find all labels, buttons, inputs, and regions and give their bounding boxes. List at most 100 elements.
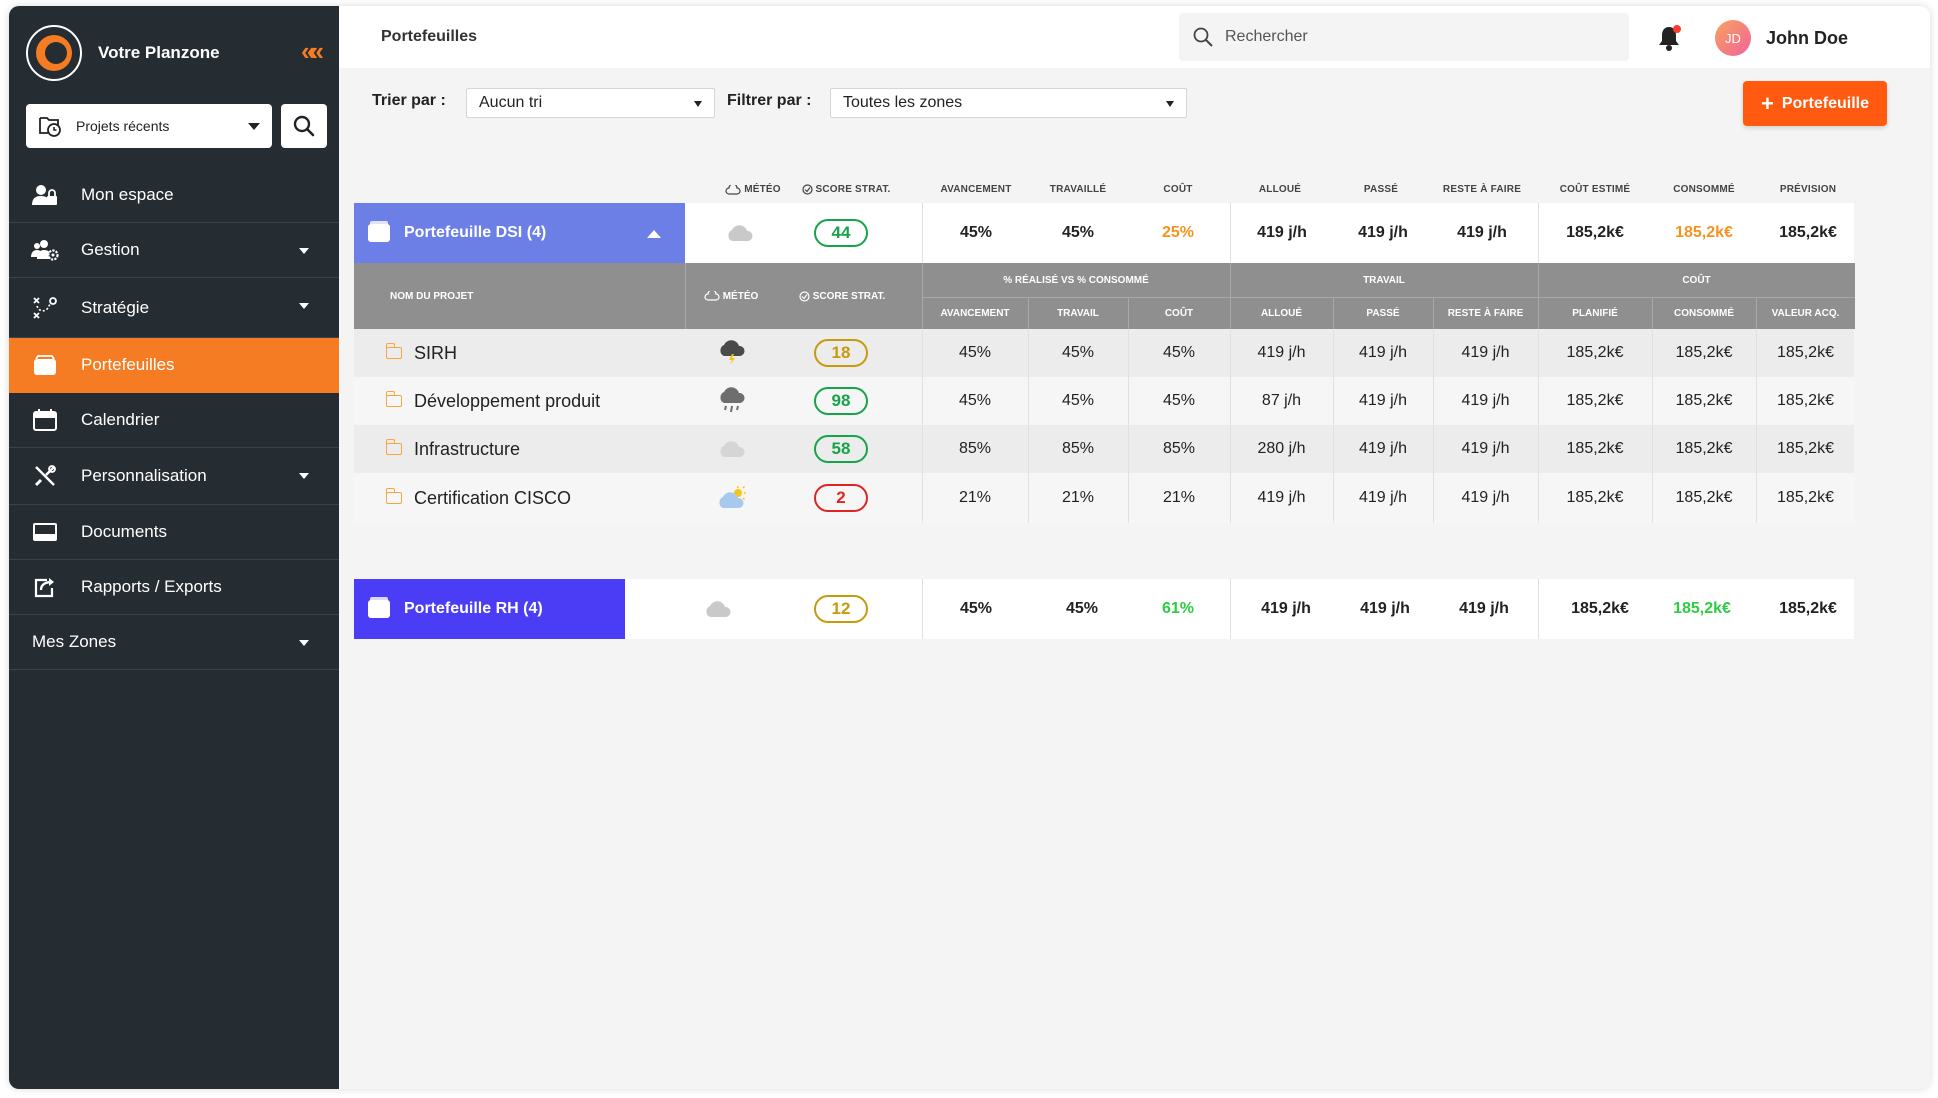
calendar-icon bbox=[31, 408, 59, 432]
target-icon bbox=[799, 290, 810, 302]
sidebar: Votre Planzone «« Projets récents bbox=[9, 6, 339, 1089]
search-box[interactable] bbox=[1179, 13, 1629, 61]
col-score-label: Score strat. bbox=[815, 184, 891, 195]
chevron-up-icon[interactable] bbox=[647, 230, 661, 238]
project-row[interactable]: SIRH 18 45% 45% 45% 419 j/h 419 j/h 419 … bbox=[354, 329, 1854, 377]
travaille-value: 45% bbox=[1061, 224, 1095, 241]
reste-value: 419 j/h bbox=[1457, 224, 1507, 241]
sidebar-item-label: Stratégie bbox=[81, 297, 150, 317]
sub-col-travail[interactable]: Travail bbox=[1057, 307, 1099, 319]
weather-cell bbox=[700, 203, 780, 263]
sidebar-item-mon-espace[interactable]: Mon espace bbox=[9, 168, 339, 223]
portfolio-row[interactable]: Portefeuille DSI (4) 44 45% 45% 25% 419 … bbox=[354, 203, 1854, 263]
sub-col-alloue[interactable]: Alloué bbox=[1260, 307, 1303, 319]
cout-estime-value: 185,2k€ bbox=[1571, 600, 1629, 617]
add-portfolio-button[interactable]: + Portefeuille bbox=[1743, 81, 1887, 126]
reste-value: 419 j/h bbox=[1461, 344, 1510, 361]
weather-cell bbox=[692, 377, 772, 425]
score-cell: 18 bbox=[786, 329, 896, 377]
search-input[interactable] bbox=[1225, 28, 1605, 46]
sidebar-item-gestion[interactable]: Gestion bbox=[9, 223, 339, 278]
folder-icon bbox=[385, 439, 402, 455]
sidebar-item-label: Documents bbox=[81, 522, 167, 541]
cloud-icon bbox=[728, 225, 753, 241]
avatar[interactable]: JD bbox=[1715, 20, 1751, 56]
sidebar-item-mes-zones[interactable]: Mes Zones bbox=[9, 615, 339, 670]
inbox-icon bbox=[31, 520, 59, 544]
col-alloue[interactable]: Alloué bbox=[1258, 184, 1302, 195]
col-passe[interactable]: Passé bbox=[1363, 184, 1399, 195]
sidebar-item-label: Personnalisation bbox=[81, 466, 207, 485]
folder-icon bbox=[385, 343, 402, 359]
notification-bell-icon[interactable] bbox=[1657, 24, 1683, 52]
sidebar-item-calendrier[interactable]: Calendrier bbox=[9, 393, 339, 448]
portfolio-row[interactable]: Portefeuille RH (4) 12 45% 45% 61% 419 j… bbox=[354, 579, 1854, 639]
chevron-down-icon bbox=[1166, 101, 1174, 107]
recent-projects-select[interactable]: Projets récents bbox=[26, 104, 272, 148]
users-gear-icon bbox=[31, 238, 59, 262]
target-icon bbox=[801, 184, 813, 195]
project-row[interactable]: Certification CISCO 2 21% 21% 21% 419 j/… bbox=[354, 473, 1854, 523]
col-score[interactable]: Score strat. bbox=[791, 184, 901, 195]
sub-col-cout[interactable]: Coût bbox=[1164, 307, 1194, 319]
group-cout: Coût bbox=[1682, 274, 1711, 286]
sub-col-valeur-acq[interactable]: Valeur acq. bbox=[1771, 307, 1840, 319]
avancement-value: 85% bbox=[958, 440, 992, 457]
user-name[interactable]: John Doe bbox=[1766, 28, 1849, 48]
score-cell: 2 bbox=[786, 473, 896, 523]
tools-icon bbox=[31, 464, 59, 488]
col-nom-projet[interactable]: Nom du projet bbox=[390, 290, 474, 302]
col-meteo[interactable]: Météo bbox=[712, 184, 794, 195]
sub-col-consomme[interactable]: Consommé bbox=[1674, 307, 1734, 319]
col-prevision[interactable]: Prévision bbox=[1779, 184, 1837, 195]
avancement-value: 45% bbox=[959, 224, 993, 241]
sidebar-item-personnalisation[interactable]: Personnalisation bbox=[9, 448, 339, 505]
search-icon bbox=[1193, 27, 1213, 47]
sub-col-reste[interactable]: Reste à faire bbox=[1447, 307, 1524, 319]
sidebar-item-portefeuilles[interactable]: Portefeuilles bbox=[9, 338, 339, 393]
col-cout[interactable]: Coût bbox=[1163, 184, 1193, 195]
chevron-down-icon bbox=[248, 123, 260, 130]
sub-col-planifie[interactable]: Planifié bbox=[1572, 307, 1618, 319]
sidebar-item-label: Gestion bbox=[81, 240, 140, 259]
consomme-value: 185,2k€ bbox=[1675, 344, 1733, 361]
sub-col-avancement[interactable]: Avancement bbox=[940, 307, 1010, 319]
cout-value: 45% bbox=[1162, 344, 1196, 361]
cloud-outline-icon bbox=[704, 291, 720, 301]
project-name-cell[interactable]: Infrastructure bbox=[354, 425, 520, 473]
travail-value: 45% bbox=[1061, 392, 1095, 409]
col-avancement[interactable]: Avancement bbox=[940, 184, 1012, 195]
sun-cloud-icon bbox=[719, 486, 746, 508]
project-name-cell[interactable]: SIRH bbox=[354, 329, 457, 377]
sidebar-item-strategie[interactable]: Stratégie bbox=[9, 278, 339, 338]
portfolio-header-cell[interactable]: Portefeuille RH (4) bbox=[354, 579, 625, 639]
sort-select[interactable]: Aucun tri bbox=[466, 88, 715, 118]
filter-label: Filtrer par : bbox=[727, 92, 812, 109]
folder-icon bbox=[385, 391, 402, 407]
col-consomme[interactable]: Consommé bbox=[1673, 184, 1735, 195]
sub-col-meteo[interactable]: Météo bbox=[685, 263, 777, 329]
project-row[interactable]: Infrastructure 58 85% 85% 85% 280 j/h 41… bbox=[354, 425, 1854, 473]
col-cout-estime[interactable]: Coût estimé bbox=[1559, 184, 1631, 195]
filter-select[interactable]: Toutes les zones bbox=[830, 88, 1187, 118]
group-realise: % réalisé vs % consommé bbox=[1003, 274, 1149, 286]
avancement-value: 45% bbox=[958, 344, 992, 361]
wallet-icon bbox=[368, 597, 390, 618]
sidebar-search-button[interactable] bbox=[281, 104, 327, 148]
travaille-value: 45% bbox=[1065, 600, 1099, 617]
score-cell: 98 bbox=[786, 377, 896, 425]
project-name: SIRH bbox=[414, 342, 458, 363]
valeur-acq-value: 185,2k€ bbox=[1777, 489, 1834, 506]
sidebar-item-documents[interactable]: Documents bbox=[9, 505, 339, 560]
top-header: Portefeuilles JD John Doe bbox=[339, 6, 1930, 68]
project-name-cell[interactable]: Développement produit bbox=[354, 377, 600, 425]
col-travaille[interactable]: Travaillé bbox=[1049, 184, 1107, 195]
sidebar-item-rapports[interactable]: Rapports / Exports bbox=[9, 560, 339, 615]
col-reste[interactable]: Reste à faire bbox=[1442, 184, 1522, 195]
project-row[interactable]: Développement produit 98 45% 45% 45% 87 … bbox=[354, 377, 1854, 425]
collapse-sidebar-icon[interactable]: «« bbox=[301, 36, 324, 66]
portfolio-header-cell[interactable]: Portefeuille DSI (4) bbox=[354, 203, 685, 263]
project-name-cell[interactable]: Certification CISCO bbox=[354, 473, 571, 523]
sub-col-passe[interactable]: Passé bbox=[1366, 307, 1400, 319]
sub-col-score[interactable]: Score strat. bbox=[775, 263, 909, 329]
